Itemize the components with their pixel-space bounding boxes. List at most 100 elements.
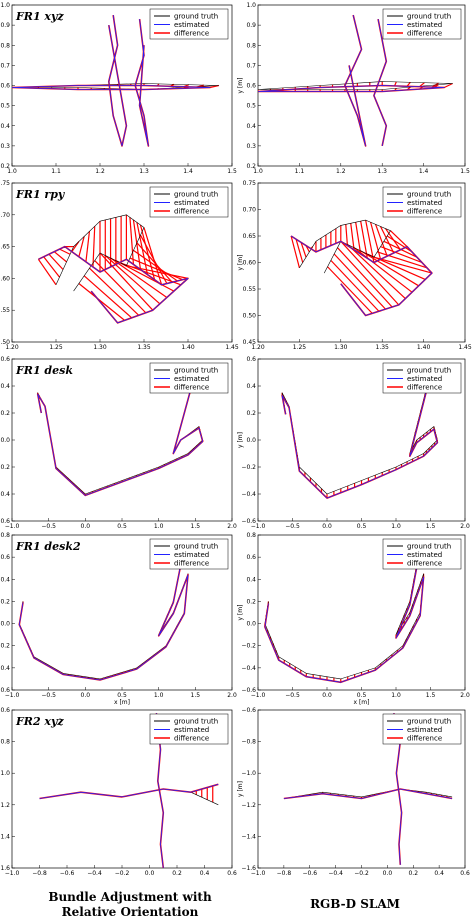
y-tick-label: 0.0: [246, 621, 256, 628]
y-tick-label: −0.4: [0, 665, 10, 672]
x-tick-label: 1.5: [460, 168, 470, 175]
x-tick-label: 1.45: [225, 344, 239, 351]
x-tick-label: 1.4: [183, 168, 193, 175]
y-tick-label: 0.0: [0, 437, 10, 444]
difference-segment: [43, 256, 60, 278]
y-axis-label: y [m]: [237, 255, 244, 271]
y-tick-label: −0.2: [241, 464, 256, 471]
y-tick-label: 0.65: [243, 233, 257, 240]
legend-estimated-label: estimated: [174, 21, 209, 29]
y-tick-label: 0.4: [246, 383, 256, 390]
estimated-line: [264, 549, 425, 683]
difference-segment: [347, 244, 406, 299]
difference-segment: [37, 258, 57, 286]
y-tick-label: 0.8: [246, 42, 256, 49]
y-tick-label: −1.6: [241, 865, 256, 872]
y-tick-label: 0.50: [243, 313, 257, 320]
legend-ground-truth-label: ground truth: [174, 543, 218, 551]
difference-segment: [78, 236, 85, 257]
x-tick-label: 1.0: [154, 523, 164, 530]
legend-difference-label: difference: [174, 560, 209, 568]
x-tick-label: 2.0: [460, 692, 470, 699]
difference-segment: [380, 226, 395, 254]
legend-difference-label: difference: [174, 384, 209, 392]
x-tick-label: −1.0: [251, 870, 266, 877]
legend-estimated-label: estimated: [407, 551, 442, 559]
y-axis-label: y [m]: [237, 432, 244, 448]
difference-segment: [133, 249, 178, 282]
right-column-label: RGB-D SLAM: [260, 897, 450, 912]
estimated-line: [258, 85, 445, 92]
x-tick-label: 1.0: [391, 692, 401, 699]
panel-title: FR1 desk: [15, 364, 73, 377]
x-tick-label: −0.4: [328, 870, 343, 877]
plot-area: [12, 14, 220, 147]
difference-segment: [340, 240, 400, 306]
x-tick-label: −0.2: [115, 870, 130, 877]
x-tick-label: 1.30: [334, 344, 348, 351]
difference-segment: [110, 257, 168, 298]
legend-estimated-label: estimated: [407, 21, 442, 29]
y-tick-label: −0.8: [0, 739, 10, 746]
x-tick-label: 2.0: [460, 523, 470, 530]
difference-segment: [367, 253, 426, 281]
y-tick-label: 0.8: [0, 42, 10, 49]
y-tick-label: 0.0: [246, 437, 256, 444]
plot-area: [264, 546, 425, 684]
y-tick-label: 0.45: [243, 339, 257, 346]
difference-segment: [377, 251, 428, 269]
y-tick-label: 0.7: [246, 62, 256, 69]
legend-estimated-label: estimated: [174, 199, 209, 207]
x-tick-label: 0.2: [172, 870, 182, 877]
x-tick-label: 1.3: [377, 168, 387, 175]
chart-panel-6: −1.0 −0.5 0.0 0.5 1.0 1.5 2.0 −0.6 −0.4 −0.2 0.0 0.…: [0, 532, 237, 706]
y-tick-label: −0.2: [241, 643, 256, 650]
x-tick-label: 1.20: [5, 344, 19, 351]
legend-ground-truth-label: ground truth: [407, 718, 451, 726]
x-tick-label: 0.0: [145, 870, 155, 877]
x-tick-label: 0.5: [357, 692, 367, 699]
difference-segment: [365, 219, 375, 263]
difference-segment: [48, 253, 64, 270]
y-tick-label: −1.2: [241, 802, 256, 809]
difference-segment: [373, 256, 433, 274]
chart-panel-8: −1.0 −0.8 −0.6 −0.4 −0.2 0.0 0.2 0.4 0.6 −1.6 −1.4…: [0, 707, 237, 877]
y-tick-label: 0.6: [246, 554, 256, 561]
y-tick-label: 0.5: [246, 103, 256, 110]
y-tick-label: 0.4: [246, 576, 256, 583]
difference-segment: [132, 219, 142, 270]
y-tick-label: 0.60: [243, 260, 257, 267]
y-tick-label: 0.75: [0, 180, 10, 187]
difference-segment: [71, 241, 80, 253]
y-tick-label: 0.70: [243, 207, 257, 214]
x-tick-label: −0.5: [41, 692, 56, 699]
y-tick-label: −0.4: [241, 491, 256, 498]
difference-segment: [99, 252, 154, 311]
y-tick-label: −0.6: [241, 707, 256, 714]
left-column-label-line1: Bundle Adjustment with: [48, 890, 212, 904]
estimated-line: [134, 19, 149, 147]
x-tick-label: 1.30: [93, 344, 107, 351]
y-tick-label: −0.6: [0, 687, 10, 694]
plot-area: [18, 546, 189, 681]
x-tick-label: 1.0: [7, 168, 17, 175]
difference-segment: [295, 239, 304, 263]
x-tick-label: 1.0: [253, 168, 263, 175]
x-tick-label: 1.2: [336, 168, 346, 175]
y-tick-label: 0.2: [246, 410, 256, 417]
x-tick-label: −0.6: [60, 870, 75, 877]
legend-ground-truth-label: ground truth: [407, 367, 451, 375]
y-tick-label: 0.70: [0, 212, 10, 219]
y-tick-label: 0.4: [0, 383, 10, 390]
y-tick-label: 0.2: [0, 163, 10, 170]
x-tick-label: 1.2: [95, 168, 105, 175]
legend-estimated-label: estimated: [174, 375, 209, 383]
legend-estimated-label: estimated: [407, 726, 442, 734]
y-tick-label: −0.6: [241, 687, 256, 694]
x-tick-label: 2.0: [227, 523, 237, 530]
x-tick-label: −1.0: [5, 692, 20, 699]
x-tick-label: 0.0: [383, 870, 393, 877]
y-tick-label: 1.0: [246, 2, 256, 9]
